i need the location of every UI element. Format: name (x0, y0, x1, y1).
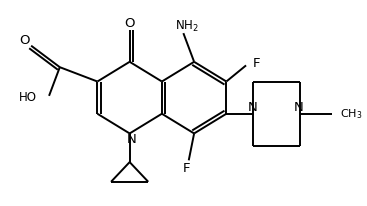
Text: HO: HO (18, 91, 36, 104)
Text: F: F (252, 57, 260, 70)
Text: NH$_2$: NH$_2$ (175, 19, 199, 34)
Text: F: F (183, 162, 191, 175)
Text: O: O (124, 17, 135, 30)
Text: N: N (127, 133, 136, 146)
Text: CH$_3$: CH$_3$ (340, 107, 362, 121)
Text: N: N (294, 101, 304, 114)
Text: O: O (19, 34, 30, 47)
Text: N: N (247, 101, 257, 114)
